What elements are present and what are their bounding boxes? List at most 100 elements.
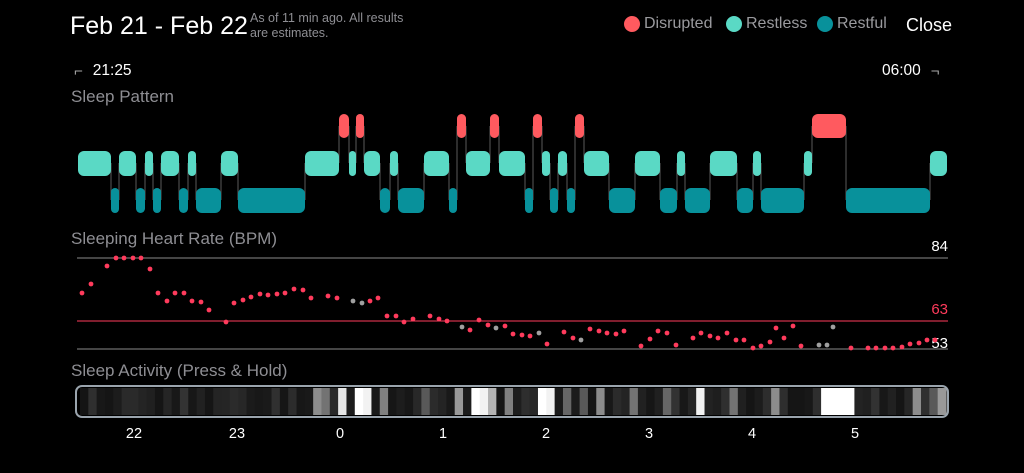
heart-rate-point	[596, 328, 602, 334]
activity-cell	[513, 388, 522, 415]
sleep-stage-bar	[196, 188, 221, 213]
activity-cell	[271, 388, 281, 415]
activity-cell	[313, 388, 323, 415]
activity-strip-frame[interactable]	[75, 385, 949, 418]
sleep-stage-bar	[575, 114, 584, 138]
activity-cell	[704, 388, 714, 415]
legend-restful-label: Restful	[837, 15, 887, 32]
activity-cell	[163, 388, 173, 415]
heart-rate-point	[375, 295, 381, 301]
heart-rate-point	[724, 330, 730, 336]
activity-cell	[879, 388, 889, 415]
activity-cell	[346, 388, 356, 415]
sleep-stage-bar	[136, 188, 145, 213]
activity-cell	[354, 388, 364, 415]
heart-rate-point	[578, 337, 584, 343]
heart-rate-point	[467, 327, 473, 333]
activity-cell	[104, 388, 114, 415]
sleep-stage-bar	[111, 188, 119, 213]
heart-rate-point	[410, 316, 416, 322]
activity-cell	[621, 388, 631, 415]
activity-cell	[129, 388, 139, 415]
close-button[interactable]: Close	[906, 15, 953, 35]
activity-cell	[671, 388, 681, 415]
activity-cell	[121, 388, 131, 415]
sleep-stage-bar	[349, 151, 356, 176]
heart-rate-point	[655, 328, 661, 334]
heart-rate-point	[138, 255, 144, 261]
heart-rate-point	[240, 297, 246, 303]
sleep-stage-bar	[660, 188, 677, 213]
bracket-right-icon: ¬	[930, 62, 940, 80]
axis-label-5: 5	[851, 426, 859, 442]
axis-label-23: 23	[229, 426, 245, 442]
activity-cell	[821, 388, 831, 415]
heart-rate-title: Sleeping Heart Rate (BPM)	[71, 229, 277, 248]
sleep-stage-bar	[846, 188, 930, 213]
heart-rate-point	[673, 342, 679, 348]
heart-rate-point	[436, 316, 442, 322]
activity-cell	[429, 388, 439, 415]
activity-cell	[562, 388, 572, 415]
heart-rate-point	[647, 336, 653, 342]
heart-rate-point	[334, 295, 340, 301]
heart-rate-point	[536, 330, 542, 336]
sleep-stage-bar	[558, 151, 567, 176]
activity-cell	[862, 388, 872, 415]
activity-cell	[721, 388, 731, 415]
activity-cell	[737, 388, 747, 415]
heart-rate-point	[767, 339, 773, 345]
heart-rate-point	[613, 331, 619, 337]
heart-rate-point	[274, 291, 280, 297]
activity-cell	[196, 388, 206, 415]
bracket-left-icon: ⌐	[74, 62, 83, 80]
heart-rate-point	[924, 337, 930, 343]
activity-cell	[229, 388, 239, 415]
activity-cell	[379, 388, 389, 415]
sleep-stage-bar	[525, 188, 533, 213]
activity-cell	[371, 388, 381, 415]
restful-dot-icon	[817, 16, 833, 32]
estimate-line-1: As of 11 min ago. All results	[250, 11, 404, 25]
heart-rate-point	[733, 337, 739, 343]
activity-cell	[213, 388, 223, 415]
legend-disrupted: Disrupted	[624, 15, 712, 33]
heart-rate-point	[830, 324, 836, 330]
axis-label-0: 0	[336, 426, 344, 442]
heart-rate-point	[848, 345, 854, 351]
sleep-stage-bar	[930, 151, 947, 176]
heart-rate-point	[164, 298, 170, 304]
sleep-stage-bar	[238, 188, 305, 213]
legend-restful: Restful	[817, 15, 887, 33]
activity-cell	[304, 388, 314, 415]
start-time: ⌐ 21:25	[74, 62, 132, 80]
activity-cell	[812, 388, 822, 415]
heart-rate-point	[561, 329, 567, 335]
activity-cell	[762, 388, 772, 415]
sleep-stage-bar	[390, 151, 398, 176]
heart-rate-point	[824, 342, 830, 348]
heart-rate-point	[698, 330, 704, 336]
activity-cell	[88, 388, 98, 415]
heart-rate-point	[587, 326, 593, 332]
heart-rate-point	[231, 300, 237, 306]
heart-rate-point	[300, 287, 306, 293]
activity-cell	[696, 388, 706, 415]
activity-cell	[754, 388, 764, 415]
heart-rate-point	[621, 328, 627, 334]
activity-cell	[554, 388, 564, 415]
heart-rate-point	[155, 290, 161, 296]
heart-rate-point	[907, 341, 913, 347]
sleep-stage-bar	[364, 151, 380, 176]
sleep-stage-bar	[753, 151, 761, 176]
heart-rate-point	[899, 344, 905, 350]
heart-rate-point	[444, 318, 450, 324]
activity-cell	[504, 388, 514, 415]
heart-rate-point	[638, 343, 644, 349]
estimate-line-2: are estimates.	[250, 26, 329, 40]
activity-cell	[404, 388, 414, 415]
heart-rate-point	[198, 299, 204, 305]
sleep-activity-title: Sleep Activity (Press & Hold)	[71, 361, 288, 380]
sleep-stage-bar	[550, 188, 558, 213]
